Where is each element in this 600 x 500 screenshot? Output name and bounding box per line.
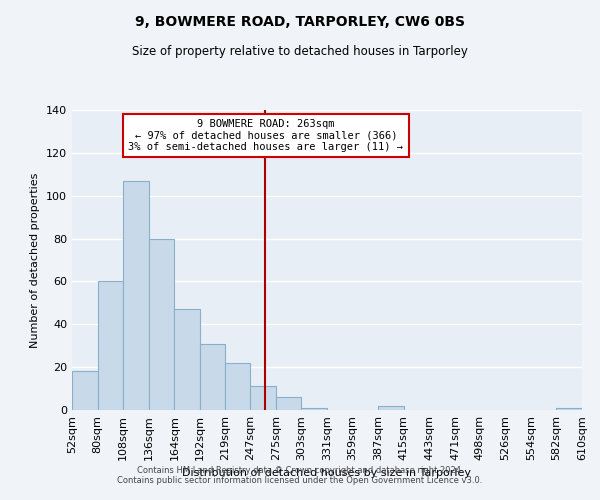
Bar xyxy=(175,310,200,410)
Text: Contains HM Land Registry data © Crown copyright and database right 2024.
Contai: Contains HM Land Registry data © Crown c… xyxy=(118,466,482,485)
Bar xyxy=(556,408,582,410)
X-axis label: Distribution of detached houses by size in Tarporley: Distribution of detached houses by size … xyxy=(182,468,472,478)
Bar xyxy=(250,386,276,410)
Bar xyxy=(72,372,98,410)
Bar xyxy=(378,406,404,410)
Y-axis label: Number of detached properties: Number of detached properties xyxy=(31,172,40,348)
Bar xyxy=(301,408,327,410)
Text: 9, BOWMERE ROAD, TARPORLEY, CW6 0BS: 9, BOWMERE ROAD, TARPORLEY, CW6 0BS xyxy=(135,15,465,29)
Bar xyxy=(276,397,301,410)
Bar xyxy=(98,282,123,410)
Bar xyxy=(123,180,149,410)
Text: 9 BOWMERE ROAD: 263sqm
← 97% of detached houses are smaller (366)
3% of semi-det: 9 BOWMERE ROAD: 263sqm ← 97% of detached… xyxy=(128,119,403,152)
Bar xyxy=(224,363,250,410)
Bar xyxy=(149,238,175,410)
Text: Size of property relative to detached houses in Tarporley: Size of property relative to detached ho… xyxy=(132,45,468,58)
Bar xyxy=(200,344,224,410)
